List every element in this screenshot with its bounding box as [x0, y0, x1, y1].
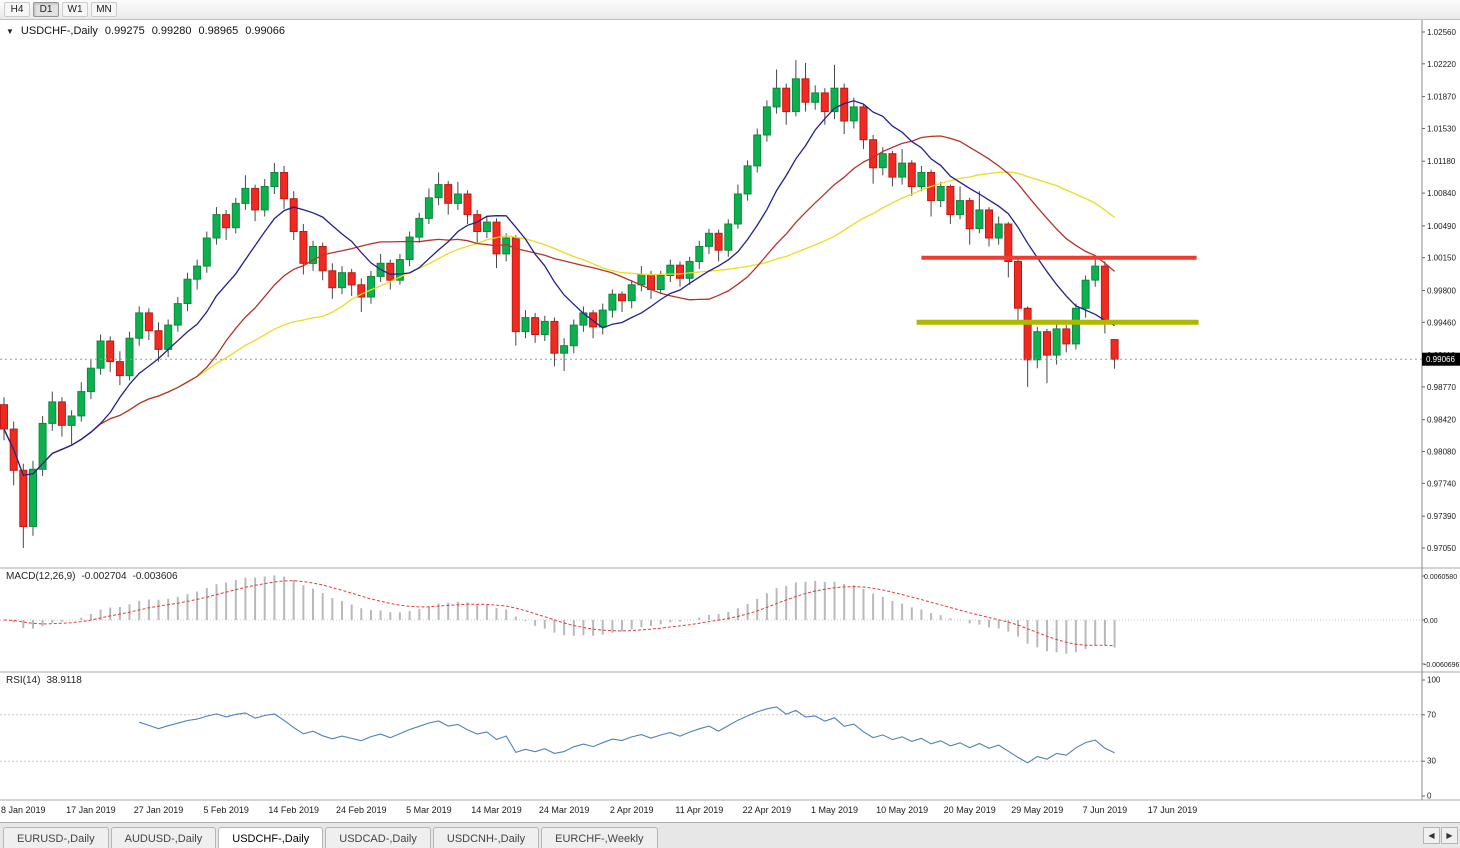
date-axis-label: 20 May 2019 [944, 805, 996, 815]
chart-background [0, 20, 1460, 822]
chart-tab-usdchf-daily[interactable]: USDCHF-,Daily [218, 827, 324, 848]
chart-tab-audusd-daily[interactable]: AUDUSD-,Daily [110, 827, 217, 848]
date-axis-label: 17 Jan 2019 [66, 805, 116, 815]
date-axis-label: 10 May 2019 [876, 805, 928, 815]
date-axis-label: 22 Apr 2019 [743, 805, 792, 815]
date-axis-label: 7 Jun 2019 [1083, 805, 1128, 815]
chart-tab-eurchf-weekly[interactable]: EURCHF-,Weekly [541, 827, 658, 848]
price-axis-label: 1.01870 [1427, 93, 1456, 102]
bid-price-label: 0.99066 [1426, 355, 1455, 364]
timeframe-w1-button[interactable]: W1 [62, 2, 88, 17]
chart-tab-eurusd-daily[interactable]: EURUSD-,Daily [3, 827, 109, 848]
date-axis-label: 24 Feb 2019 [336, 805, 387, 815]
date-axis-label: 5 Feb 2019 [203, 805, 249, 815]
rsi-axis-label: 0 [1427, 792, 1432, 801]
ma-mid-line [3, 135, 1116, 477]
tab-scroll-right-button[interactable]: ▶ [1441, 827, 1458, 844]
price-axis-label: 0.98080 [1427, 448, 1456, 457]
macd-panel [0, 575, 1422, 654]
date-axis-label: 1 May 2019 [811, 805, 858, 815]
price-axis-label: 0.98420 [1427, 416, 1456, 425]
rsi-line [139, 706, 1115, 764]
timeframe-toolbar: H4 D1 W1 MN [0, 0, 1460, 20]
price-axis-label: 0.99800 [1427, 287, 1456, 296]
date-axis-label: 24 Mar 2019 [539, 805, 590, 815]
rsi-axis-label: 70 [1427, 710, 1436, 719]
date-axis-label: 2 Apr 2019 [610, 805, 654, 815]
tab-scroll-controls: ◀ ▶ [1423, 827, 1458, 844]
timeframe-d1-button[interactable]: D1 [33, 2, 59, 17]
date-axis-label: 14 Feb 2019 [268, 805, 319, 815]
chart-tab-usdcad-daily[interactable]: USDCAD-,Daily [325, 827, 431, 848]
price-axis-label: 1.02560 [1427, 28, 1456, 37]
price-axis-label: 1.00840 [1427, 189, 1456, 198]
price-axis-label: 1.01180 [1427, 157, 1456, 166]
main-price-panel [0, 60, 1422, 548]
candlestick-series [0, 60, 1119, 548]
chart-canvas[interactable]: 1.02560 1.02220 1.01870 1.01530 1.01180 1.008… [0, 20, 1460, 822]
date-axis-label: 11 Apr 2019 [675, 805, 723, 815]
price-axis-label: 0.97390 [1427, 512, 1456, 521]
date-axis-label: 8 Jan 2019 [1, 805, 46, 815]
price-axis-label: 0.98770 [1427, 383, 1456, 392]
price-axis-label: 0.97050 [1427, 544, 1456, 553]
price-axis-label: 1.00490 [1427, 222, 1456, 231]
price-axis-label: 0.99460 [1427, 318, 1456, 327]
rsi-axis-label: 100 [1427, 676, 1441, 685]
macd-signal-line [3, 580, 1115, 647]
date-axis-label: 29 May 2019 [1011, 805, 1063, 815]
date-axis-label: 17 Jun 2019 [1148, 805, 1198, 815]
ma-fast-line [3, 100, 1115, 477]
date-axis-label: 27 Jan 2019 [134, 805, 184, 815]
price-axis-label: 1.00150 [1427, 254, 1456, 263]
macd-axis-label: 0.0060580 [1424, 574, 1457, 581]
rsi-axis-label: 30 [1427, 757, 1436, 766]
tab-scroll-left-button[interactable]: ◀ [1423, 827, 1440, 844]
date-axis-label: 5 Mar 2019 [406, 805, 452, 815]
price-axis-label: 1.01530 [1427, 125, 1456, 134]
rsi-panel [0, 706, 1422, 764]
price-axis[interactable] [1421, 20, 1460, 800]
price-axis-label: 0.97740 [1427, 479, 1456, 488]
tab-bar: EURUSD-,Daily AUDUSD-,Daily USDCHF-,Daily U… [0, 822, 1460, 848]
macd-axis-label: -0.0060696 [1424, 662, 1460, 669]
date-axis-label: 14 Mar 2019 [471, 805, 522, 815]
price-axis-label: 0.99110 [1427, 351, 1456, 360]
macd-axis-label: 0.00 [1424, 618, 1438, 625]
timeframe-h4-button[interactable]: H4 [4, 2, 30, 17]
bid-price-box [1422, 352, 1460, 366]
price-axis-label: 1.02220 [1427, 60, 1456, 69]
timeframe-mn-button[interactable]: MN [91, 2, 117, 17]
chart-tab-usdcnh-daily[interactable]: USDCNH-,Daily [432, 827, 540, 848]
